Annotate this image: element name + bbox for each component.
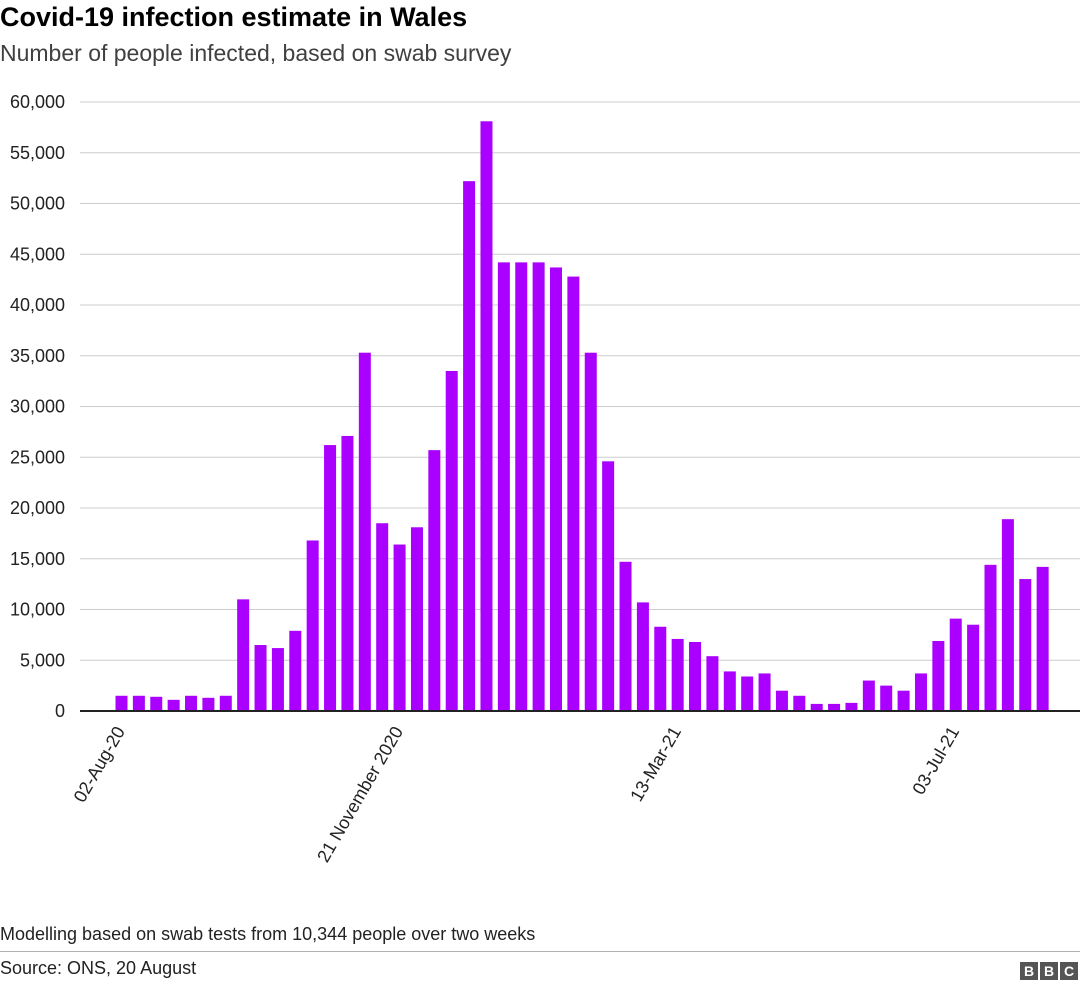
y-tick-label: 15,000 <box>10 549 65 569</box>
bar <box>497 262 510 711</box>
bar <box>237 599 250 711</box>
y-axis-ticks: 0 5,000 10,000 15,000 20,000 25,000 30,000 35,0… <box>10 92 65 721</box>
bar <box>480 121 493 711</box>
y-tick-label: 25,000 <box>10 447 65 467</box>
x-tick-label: 21 November 2020 <box>313 723 407 866</box>
footnote: Modelling based on swab tests from 10,34… <box>0 924 536 944</box>
x-tick-label: 02-Aug-20 <box>70 723 129 806</box>
bar <box>932 640 945 711</box>
y-tick-label: 40,000 <box>10 295 65 315</box>
bar <box>1036 566 1049 711</box>
bar <box>689 641 702 711</box>
bar <box>862 680 875 711</box>
bar <box>358 352 371 711</box>
chart-subtitle: Number of people infected, based on swab… <box>0 40 512 66</box>
chart-title: Covid-19 infection estimate in Wales <box>0 2 468 32</box>
bbc-logo: B B C <box>1020 962 1078 980</box>
bar <box>741 676 754 711</box>
bar <box>202 697 215 711</box>
logo-letter: B <box>1020 962 1038 980</box>
bar <box>1001 519 1014 711</box>
bar <box>775 690 788 711</box>
bar <box>376 523 389 711</box>
bars <box>115 121 1049 712</box>
bar <box>584 352 597 711</box>
bar <box>306 540 319 711</box>
bar <box>428 450 441 711</box>
footer-divider <box>0 951 1080 952</box>
bar <box>654 626 667 711</box>
logo-letter: B <box>1040 962 1058 980</box>
bar <box>219 695 232 711</box>
bar <box>445 370 458 711</box>
bar <box>150 696 163 711</box>
bar <box>185 695 198 711</box>
bar <box>880 685 893 711</box>
logo-letter: C <box>1060 962 1078 980</box>
bar <box>550 267 562 711</box>
bar <box>984 564 997 711</box>
bar <box>671 638 684 711</box>
x-axis-ticks: 02-Aug-20 21 November 2020 13-Mar-21 03-Jul… <box>70 723 964 866</box>
bar <box>254 645 267 711</box>
x-tick-label: 13-Mar-21 <box>626 723 685 805</box>
y-tick-label: 60,000 <box>10 92 65 112</box>
y-tick-label: 50,000 <box>10 194 65 214</box>
y-tick-label: 30,000 <box>10 397 65 417</box>
source-line: Source: ONS, 20 August <box>0 958 197 978</box>
bar <box>532 262 545 711</box>
y-tick-label: 0 <box>55 701 65 721</box>
bar <box>602 461 615 711</box>
bar <box>758 673 771 711</box>
y-tick-label: 5,000 <box>20 650 65 670</box>
y-tick-label: 45,000 <box>10 244 65 264</box>
gridlines <box>80 101 1080 661</box>
bar-chart: 0 5,000 10,000 15,000 20,000 25,000 30,000 35,0… <box>10 92 1080 866</box>
bar <box>410 527 423 711</box>
bar <box>949 618 962 711</box>
bar <box>463 181 476 712</box>
bar <box>1019 579 1032 711</box>
bar <box>393 544 406 711</box>
bar <box>515 262 528 711</box>
bar <box>845 702 858 711</box>
bar <box>132 695 145 711</box>
y-tick-label: 10,000 <box>10 600 65 620</box>
bar <box>271 648 284 711</box>
bar <box>324 445 337 711</box>
bar <box>967 624 980 711</box>
bar <box>341 435 354 711</box>
bar <box>723 671 736 711</box>
bar <box>636 602 649 711</box>
y-tick-label: 55,000 <box>10 143 65 163</box>
bar <box>567 276 580 711</box>
y-tick-label: 35,000 <box>10 346 65 366</box>
bar <box>619 561 632 711</box>
bar <box>167 699 180 711</box>
bar <box>706 656 719 711</box>
bar <box>897 690 910 711</box>
y-tick-label: 20,000 <box>10 498 65 518</box>
bar <box>289 630 302 711</box>
bar <box>828 703 841 711</box>
bar <box>914 673 927 711</box>
bar <box>810 703 823 711</box>
x-tick-label: 03-Jul-21 <box>908 723 963 798</box>
bar <box>793 695 806 711</box>
bar <box>115 695 128 711</box>
